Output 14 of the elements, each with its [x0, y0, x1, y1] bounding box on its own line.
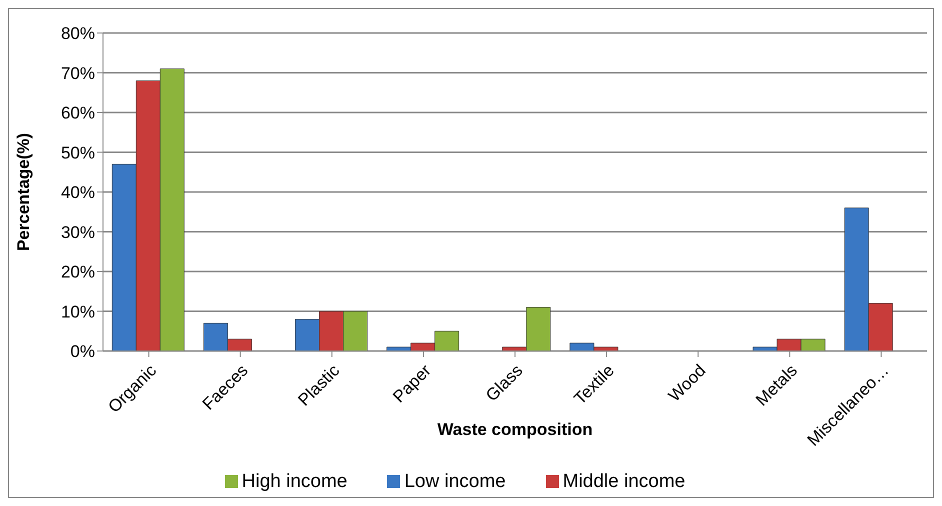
y-tick-label: 60%	[60, 104, 95, 123]
y-tick-label: 20%	[60, 262, 95, 282]
y-tick-label: 40%	[60, 183, 95, 202]
y-tick-label: 70%	[60, 64, 95, 83]
legend-label: Low income	[404, 471, 506, 492]
y-tick-label: 80%	[60, 24, 95, 44]
y-axis-title: Percentage(%)	[14, 132, 34, 252]
x-axis-title: Waste composition	[437, 420, 593, 440]
y-tick-label: 30%	[60, 222, 95, 242]
legend-label: High income	[242, 471, 348, 492]
legend-label: Middle income	[562, 471, 686, 492]
y-tick-label: 10%	[60, 302, 95, 322]
y-tick-label: 50%	[60, 143, 95, 162]
y-tick-label: 0%	[70, 342, 95, 362]
